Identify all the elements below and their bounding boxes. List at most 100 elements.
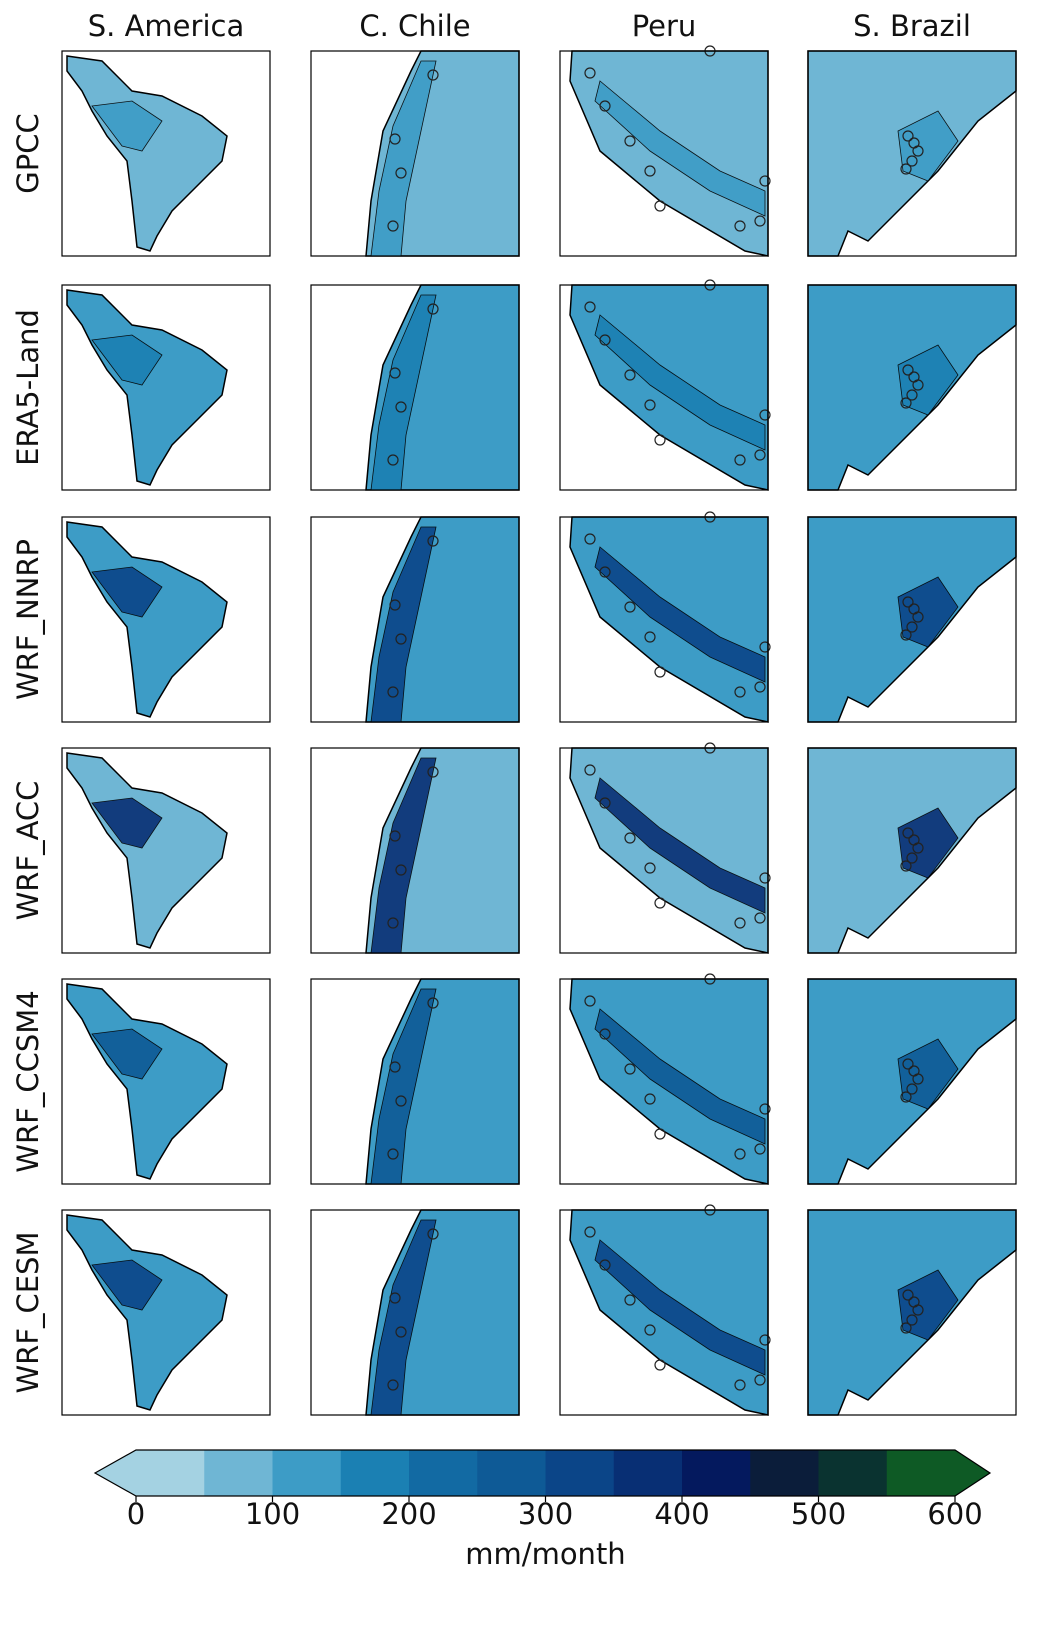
- map-panel: [559, 45, 771, 257]
- station: [902, 827, 914, 839]
- panel-frame: [807, 516, 1017, 723]
- station: [389, 1292, 401, 1304]
- panel-frame: [61, 50, 271, 257]
- region-detail: [91, 1259, 163, 1311]
- region-detail: [594, 1239, 766, 1376]
- map-panel: [310, 284, 520, 491]
- region-detail: [91, 566, 163, 618]
- station: [599, 100, 611, 112]
- region-detail: [897, 344, 959, 416]
- map-panel: [807, 747, 1017, 954]
- station: [906, 155, 918, 167]
- column-title: S. America: [88, 9, 244, 43]
- map-panel: [807, 284, 1017, 491]
- map-panel: [310, 978, 520, 1185]
- region-detail: [594, 777, 766, 914]
- station: [759, 641, 771, 653]
- station: [389, 367, 401, 379]
- colorbar-tick-label: 300: [518, 1497, 573, 1531]
- panel-frame: [807, 284, 1017, 491]
- station: [644, 862, 656, 874]
- station: [427, 69, 439, 81]
- colorbar-segment: [886, 1450, 956, 1496]
- station: [906, 621, 918, 633]
- station: [395, 401, 407, 413]
- panel-frame: [807, 50, 1017, 257]
- station: [395, 1095, 407, 1107]
- station: [912, 1304, 924, 1316]
- region-detail: [594, 1008, 766, 1145]
- panel-frame: [61, 516, 271, 723]
- region-detail: [594, 80, 766, 217]
- station: [754, 449, 766, 461]
- panel-frame: [310, 747, 520, 954]
- panel-frame: [310, 1209, 520, 1416]
- station: [734, 454, 746, 466]
- region-fill: [66, 983, 228, 1180]
- station: [754, 1143, 766, 1155]
- column-title: Peru: [632, 9, 697, 43]
- map-panel: [559, 279, 771, 491]
- station: [734, 686, 746, 698]
- colorbar-tick-label: 400: [654, 1497, 709, 1531]
- row-label: WRF_NNRP: [11, 539, 45, 700]
- station: [902, 1289, 914, 1301]
- colorbar-segment: [477, 1450, 546, 1496]
- map-panel: [807, 1209, 1017, 1416]
- region-fill: [66, 289, 228, 486]
- column-title: C. Chile: [359, 9, 470, 43]
- map-panel: [310, 1209, 520, 1416]
- map-panel: [559, 511, 771, 723]
- station: [734, 220, 746, 232]
- region-fill: [66, 521, 228, 718]
- row-label: GPCC: [11, 113, 45, 193]
- colorbar-extend-high: [955, 1450, 990, 1496]
- station: [387, 686, 399, 698]
- station: [599, 566, 611, 578]
- station: [644, 165, 656, 177]
- station: [902, 1058, 914, 1070]
- panel-frame: [61, 1209, 271, 1416]
- station: [900, 860, 912, 872]
- station: [395, 864, 407, 876]
- station: [654, 434, 666, 446]
- panel-frame: [310, 50, 520, 257]
- station: [754, 215, 766, 227]
- colorbar-label: mm/month: [465, 1537, 625, 1571]
- map-panel: [559, 742, 771, 954]
- row-label: ERA5-Land: [11, 309, 45, 466]
- station: [759, 409, 771, 421]
- panel-frame: [807, 1209, 1017, 1416]
- station: [624, 1063, 636, 1075]
- colorbar-extend-low: [95, 1450, 136, 1496]
- station: [644, 399, 656, 411]
- panel-frame: [807, 978, 1017, 1185]
- station: [912, 379, 924, 391]
- station: [654, 897, 666, 909]
- colorbar-segment: [340, 1450, 410, 1496]
- station: [624, 832, 636, 844]
- map-panel: [61, 284, 271, 491]
- station: [900, 163, 912, 175]
- region-detail: [370, 526, 437, 723]
- station: [654, 1128, 666, 1140]
- colorbar-segment: [682, 1450, 751, 1496]
- station: [900, 629, 912, 641]
- station: [624, 369, 636, 381]
- station: [395, 167, 407, 179]
- station: [906, 1083, 918, 1095]
- region-detail: [91, 100, 163, 152]
- station: [395, 1326, 407, 1338]
- panel-frame: [310, 516, 520, 723]
- panel-frame: [559, 978, 769, 1185]
- station: [900, 1091, 912, 1103]
- station: [387, 454, 399, 466]
- station: [734, 1148, 746, 1160]
- map-panel: [310, 516, 520, 723]
- station: [389, 830, 401, 842]
- station: [599, 797, 611, 809]
- station: [902, 130, 914, 142]
- panel-frame: [559, 516, 769, 723]
- station: [754, 681, 766, 693]
- station: [624, 1294, 636, 1306]
